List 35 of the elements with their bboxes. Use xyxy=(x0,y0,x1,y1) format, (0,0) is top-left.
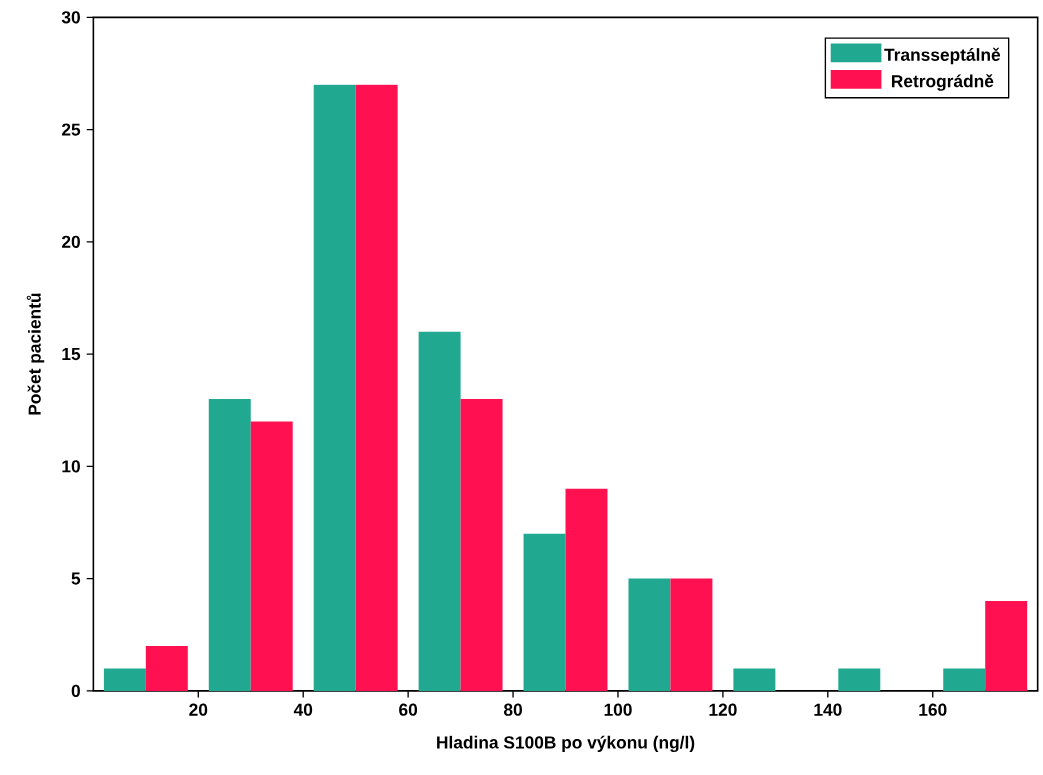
y-axis-title: Počet pacientů xyxy=(26,293,45,415)
y-tick-label: 5 xyxy=(71,572,81,585)
x-tick-label: 160 xyxy=(919,703,947,716)
x-axis-title: Hladina S100B po výkonu (ng/l) xyxy=(437,735,695,753)
bar xyxy=(838,668,881,691)
y-tick-label: 10 xyxy=(62,460,80,473)
y-tick-label: 20 xyxy=(61,235,80,249)
y-tick-label: 15 xyxy=(62,348,81,361)
bar xyxy=(355,84,398,691)
bar xyxy=(103,668,146,691)
bar xyxy=(145,646,188,691)
x-tick-label: 80 xyxy=(503,703,522,716)
bar xyxy=(250,421,293,691)
x-tick-label: 40 xyxy=(293,703,313,716)
x-tick-label: 20 xyxy=(189,703,208,716)
x-tick-label: 120 xyxy=(709,703,737,716)
bar xyxy=(985,601,1028,691)
bar xyxy=(208,399,251,691)
bar xyxy=(418,331,461,691)
bar xyxy=(523,533,566,691)
bar xyxy=(460,399,503,691)
y-tick-label: 25 xyxy=(61,123,81,136)
x-tick-label: 100 xyxy=(604,703,632,716)
bar xyxy=(670,578,713,691)
legend-label: Retrográdně xyxy=(891,74,994,91)
bar xyxy=(943,668,986,691)
legend-label: Transseptálně xyxy=(884,47,1001,65)
bar xyxy=(565,488,608,691)
bar xyxy=(313,84,356,691)
y-tick-label: 30 xyxy=(61,11,80,24)
bar xyxy=(733,668,776,691)
bar xyxy=(628,578,671,691)
x-tick-label: 60 xyxy=(399,703,418,716)
y-tick-label: 0 xyxy=(71,684,80,698)
x-tick-label: 140 xyxy=(814,703,842,716)
